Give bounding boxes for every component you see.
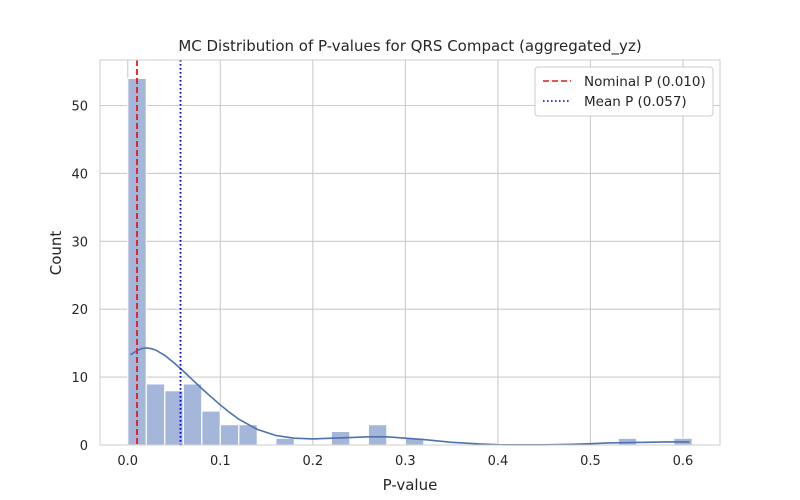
legend: Nominal P (0.010) Mean P (0.057): [534, 66, 714, 117]
chart-title: MC Distribution of P-values for QRS Comp…: [178, 37, 641, 56]
x-tick-label: 0.2: [302, 454, 323, 469]
histogram-bar: [367, 424, 388, 446]
y-tick-label: 20: [71, 303, 88, 318]
plot-frame: [99, 59, 721, 446]
histogram-bar: [145, 383, 166, 446]
x-tick-label: 0.6: [673, 454, 694, 469]
plot-background: [100, 60, 720, 445]
histogram-bar: [617, 437, 638, 446]
y-axis-label: Count: [47, 231, 65, 276]
legend-box: [534, 66, 714, 117]
x-tick-label: 0.5: [580, 454, 601, 469]
reference-lines: [136, 60, 182, 445]
y-tick-label: 0: [80, 439, 88, 454]
kde-line: [130, 347, 690, 446]
x-tick-label: 0.0: [117, 454, 138, 469]
y-tick-label: 40: [71, 167, 88, 182]
legend-label-mean-p: Mean P (0.057): [584, 94, 687, 110]
histogram-bar: [219, 424, 240, 446]
x-tick-label: 0.4: [488, 454, 509, 469]
histogram-bar: [182, 383, 203, 446]
y-tick-labels: 0 10 20 30 40 50: [71, 99, 88, 454]
x-tick-label: 0.1: [210, 454, 231, 469]
x-tick-labels: 0.0 0.1 0.2 0.3 0.4 0.5 0.6: [117, 454, 693, 469]
legend-label-nominal-p: Nominal P (0.010): [584, 74, 706, 90]
y-tick-label: 10: [71, 371, 88, 386]
histogram-bar: [201, 410, 221, 446]
x-axis-label: P-value: [383, 476, 438, 494]
histogram-bar: [275, 437, 295, 446]
y-tick-label: 50: [71, 99, 88, 114]
y-tick-label: 30: [71, 235, 88, 250]
kde-curve: [130, 347, 690, 446]
x-tick-label: 0.3: [395, 454, 416, 469]
